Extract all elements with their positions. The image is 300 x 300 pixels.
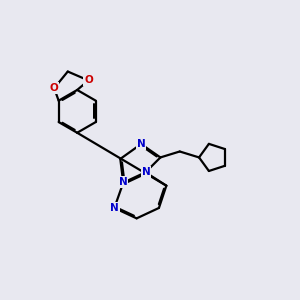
Text: O: O (50, 83, 58, 93)
Text: N: N (110, 203, 119, 213)
Text: O: O (84, 75, 93, 85)
Text: N: N (142, 167, 151, 177)
Text: N: N (137, 139, 146, 149)
Text: N: N (119, 177, 128, 187)
